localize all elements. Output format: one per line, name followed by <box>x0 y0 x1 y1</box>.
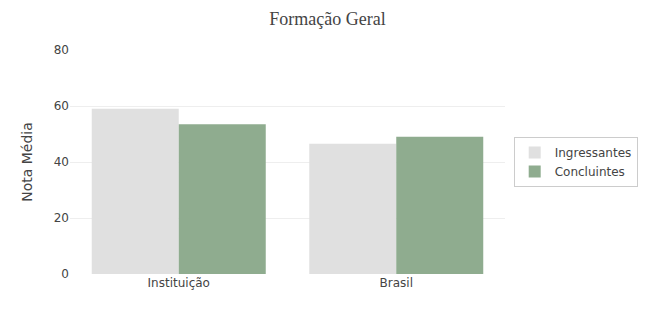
svg-text:Concluintes: Concluintes <box>555 165 625 179</box>
svg-text:Brasil: Brasil <box>380 276 413 290</box>
svg-text:Formação Geral: Formação Geral <box>269 9 385 29</box>
svg-text:Nota Média: Nota Média <box>19 122 35 202</box>
svg-text:80: 80 <box>54 43 69 57</box>
svg-text:60: 60 <box>54 99 69 113</box>
svg-text:20: 20 <box>54 211 69 225</box>
svg-text:Instituição: Instituição <box>148 276 210 290</box>
svg-text:Ingressantes: Ingressantes <box>555 146 632 160</box>
svg-text:0: 0 <box>61 267 69 281</box>
svg-text:40: 40 <box>54 155 69 169</box>
